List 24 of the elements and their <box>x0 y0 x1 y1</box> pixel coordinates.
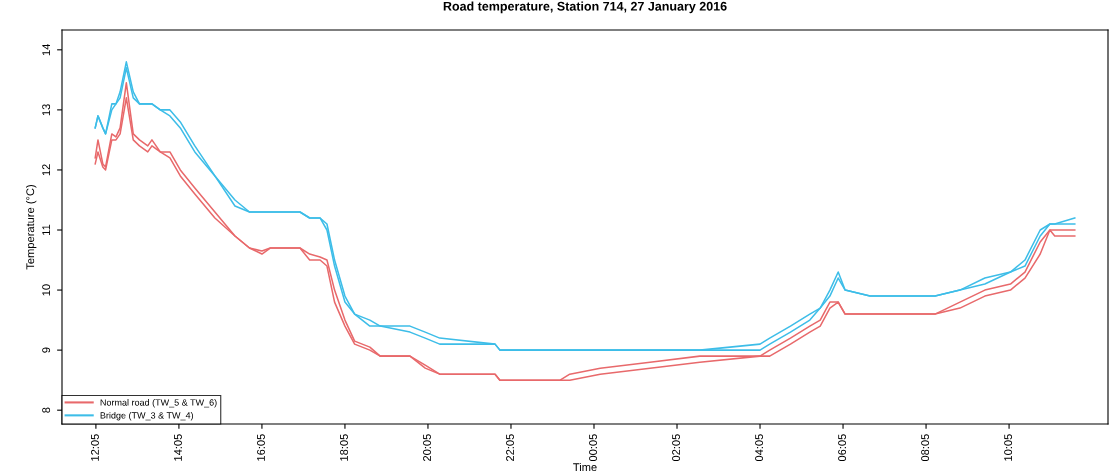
y-tick-label: 9 <box>42 347 51 353</box>
y-tick-label: 14 <box>42 43 50 56</box>
x-tick-label: 16:05 <box>257 434 265 461</box>
x-axis-title: Time <box>573 462 597 472</box>
chart-title: Road temperature, Station 714, 27 January 2016 <box>443 1 727 14</box>
y-tick-label: 11 <box>42 224 50 235</box>
x-tick-label: 20:05 <box>423 434 431 461</box>
x-tick-label: 06:05 <box>838 434 847 462</box>
x-tick-label: 18:05 <box>340 434 348 461</box>
x-tick-label: 22:05 <box>506 434 514 461</box>
x-tick-label: 00:05 <box>589 434 597 462</box>
x-tick-label: 14:05 <box>174 434 182 461</box>
y-tick-label: 13 <box>42 104 51 116</box>
x-tick-label: 12:05 <box>91 434 99 461</box>
legend-label: Normal road (TW_5 & TW_6) <box>100 399 217 408</box>
y-tick-label: 8 <box>42 407 51 413</box>
y-axis-title: Temperature (°C) <box>26 185 37 270</box>
legend-label: Bridge (TW_3 & TW_4) <box>100 411 194 421</box>
x-tick-label: 08:05 <box>921 434 930 462</box>
x-tick-label: 10:05 <box>1004 434 1013 461</box>
y-tick-label: 10 <box>42 284 51 296</box>
x-tick-label: 04:05 <box>755 434 764 462</box>
x-tick-label: 02:05 <box>672 434 680 462</box>
y-tick-label: 12 <box>42 164 50 176</box>
